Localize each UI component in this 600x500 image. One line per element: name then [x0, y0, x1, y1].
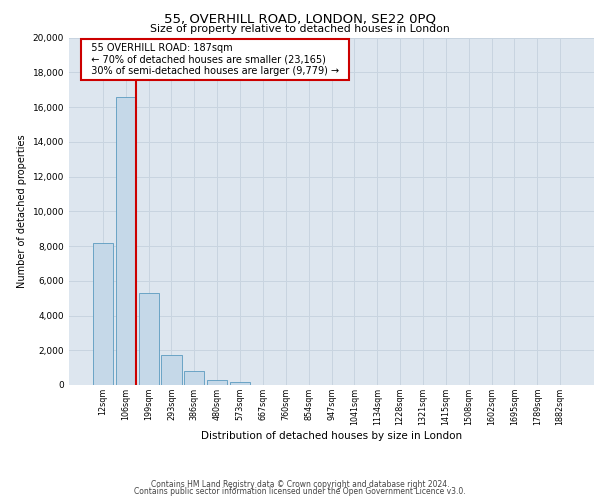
Text: Contains public sector information licensed under the Open Government Licence v3: Contains public sector information licen… — [134, 488, 466, 496]
Bar — [116, 96, 136, 385]
Text: Size of property relative to detached houses in London: Size of property relative to detached ho… — [150, 24, 450, 34]
Text: 55, OVERHILL ROAD, LONDON, SE22 0PQ: 55, OVERHILL ROAD, LONDON, SE22 0PQ — [164, 12, 436, 26]
Bar — [207, 380, 227, 385]
Y-axis label: Number of detached properties: Number of detached properties — [17, 134, 27, 288]
Bar — [93, 244, 113, 385]
X-axis label: Distribution of detached houses by size in London: Distribution of detached houses by size … — [201, 431, 462, 441]
Text: Contains HM Land Registry data © Crown copyright and database right 2024.: Contains HM Land Registry data © Crown c… — [151, 480, 449, 489]
Bar — [139, 293, 158, 385]
Text: 55 OVERHILL ROAD: 187sqm
  ← 70% of detached houses are smaller (23,165)
  30% o: 55 OVERHILL ROAD: 187sqm ← 70% of detach… — [85, 42, 345, 76]
Bar — [161, 354, 182, 385]
Bar — [184, 371, 205, 385]
Bar — [230, 382, 250, 385]
